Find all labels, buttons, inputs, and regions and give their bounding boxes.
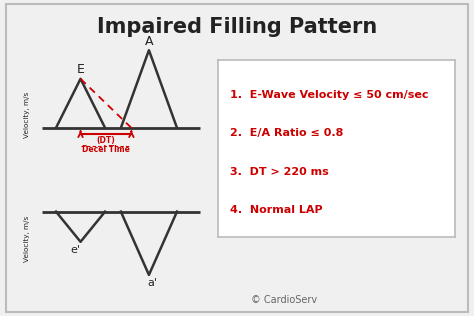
Text: a': a' — [147, 278, 157, 288]
Text: 4.  Normal LAP: 4. Normal LAP — [230, 204, 322, 215]
Text: 3.  DT > 220 ms: 3. DT > 220 ms — [230, 167, 328, 177]
Text: A: A — [145, 35, 153, 48]
Text: Velocity, m/s: Velocity, m/s — [24, 216, 30, 262]
Text: Velocity, m/s: Velocity, m/s — [24, 91, 30, 137]
Text: 2.  E/A Ratio ≤ 0.8: 2. E/A Ratio ≤ 0.8 — [230, 129, 343, 138]
Text: E: E — [77, 64, 84, 76]
Text: © CardioServ: © CardioServ — [251, 295, 318, 305]
Text: 1.  E-Wave Velocity ≤ 50 cm/sec: 1. E-Wave Velocity ≤ 50 cm/sec — [230, 90, 428, 100]
Text: Impaired Filling Pattern: Impaired Filling Pattern — [97, 17, 377, 37]
Text: (DT): (DT) — [97, 136, 115, 145]
Text: Decel Time: Decel Time — [82, 145, 130, 154]
Text: e': e' — [70, 245, 80, 255]
